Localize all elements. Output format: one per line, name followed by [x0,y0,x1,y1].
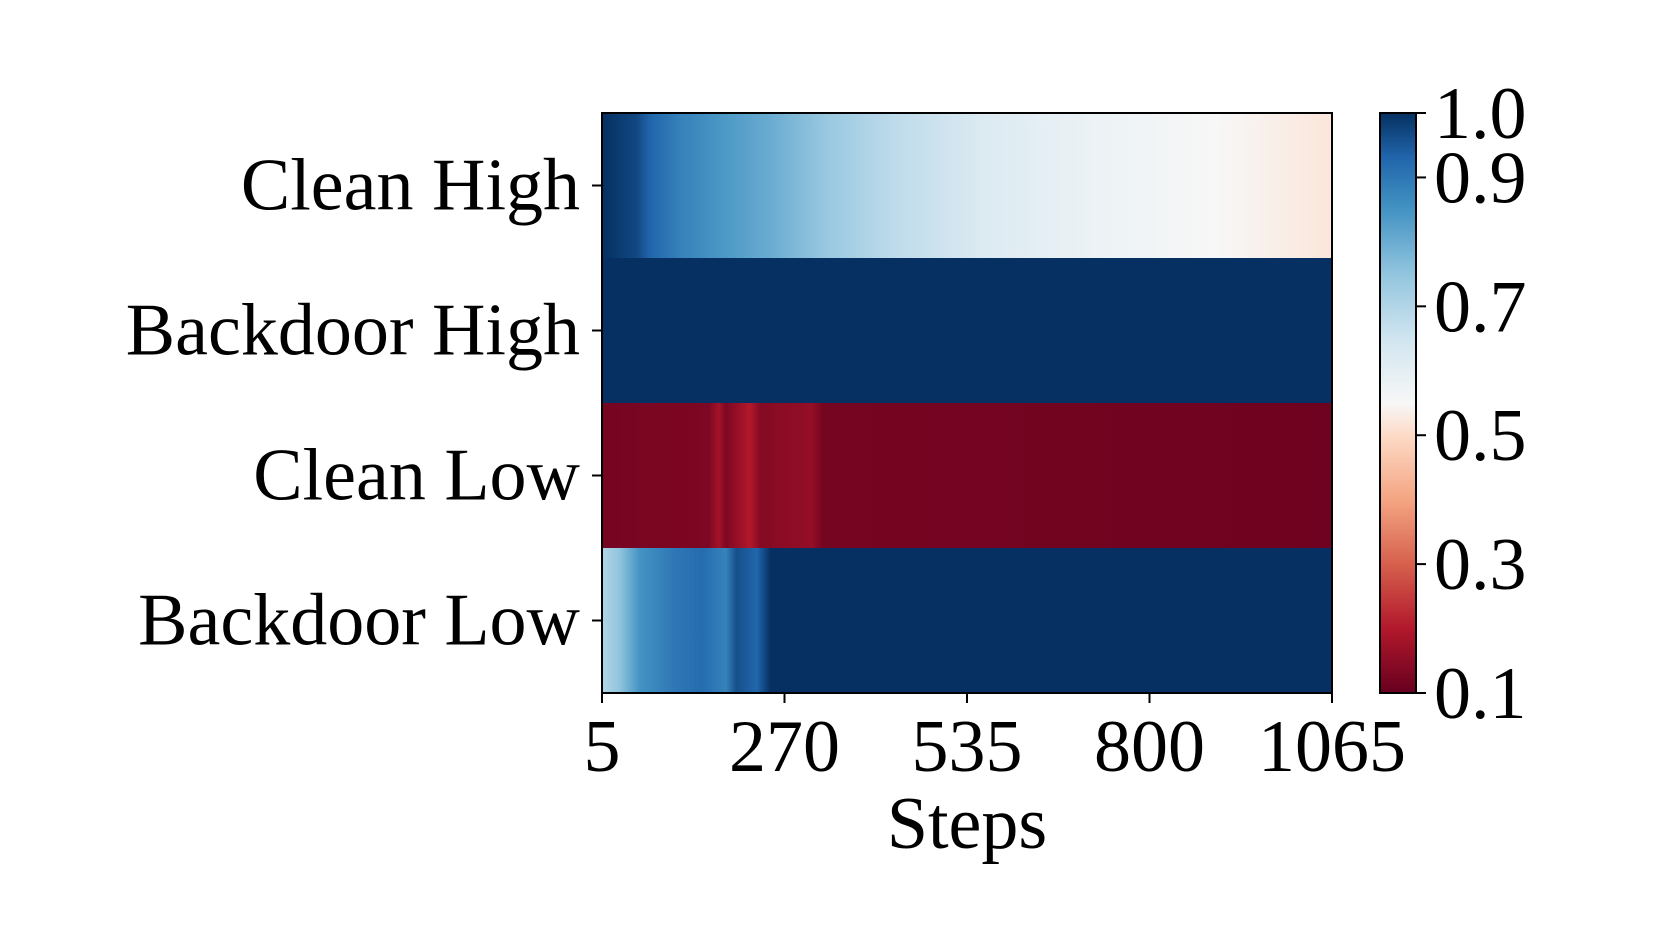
x-tick-label: 800 [1094,706,1205,788]
x-tick-label: 5 [584,706,621,788]
y-tick-label: Clean High [241,145,580,227]
x-tick-label: 1065 [1258,706,1406,788]
colorbar-tick-label: 0.5 [1434,395,1527,477]
colorbar-tick-label: 0.9 [1434,137,1527,219]
y-tick-label: Backdoor High [126,290,580,372]
colorbar-tick-label: 0.1 [1434,653,1527,735]
colorbar-tick-label: 0.3 [1434,524,1527,606]
colorbar-gradient [1379,112,1417,694]
colorbar: 0.1 0.3 0.5 0.7 0.91.0 [1379,73,1527,735]
heatmap-row-backdoor-high [602,258,1332,403]
heatmap-row-backdoor-low [602,548,1332,693]
heatmap-row-clean-high [602,113,1332,258]
colorbar-tick-label: 1.0 [1434,73,1527,155]
colorbar-tick-label: 0.7 [1434,266,1527,348]
y-tick-label: Clean Low [253,435,580,517]
x-tick-label: 270 [729,706,840,788]
x-axis-ticks: 5 270 535 800 1065 [584,693,1406,788]
y-tick-label: Backdoor Low [138,580,580,662]
heatmap-rows [602,113,1332,693]
x-axis-title: Steps [887,783,1047,865]
heatmap-row-clean-low [602,403,1332,548]
row-labels: Clean High Backdoor High Clean Low Backdoor… [126,145,602,662]
x-tick-label: 535 [912,706,1023,788]
